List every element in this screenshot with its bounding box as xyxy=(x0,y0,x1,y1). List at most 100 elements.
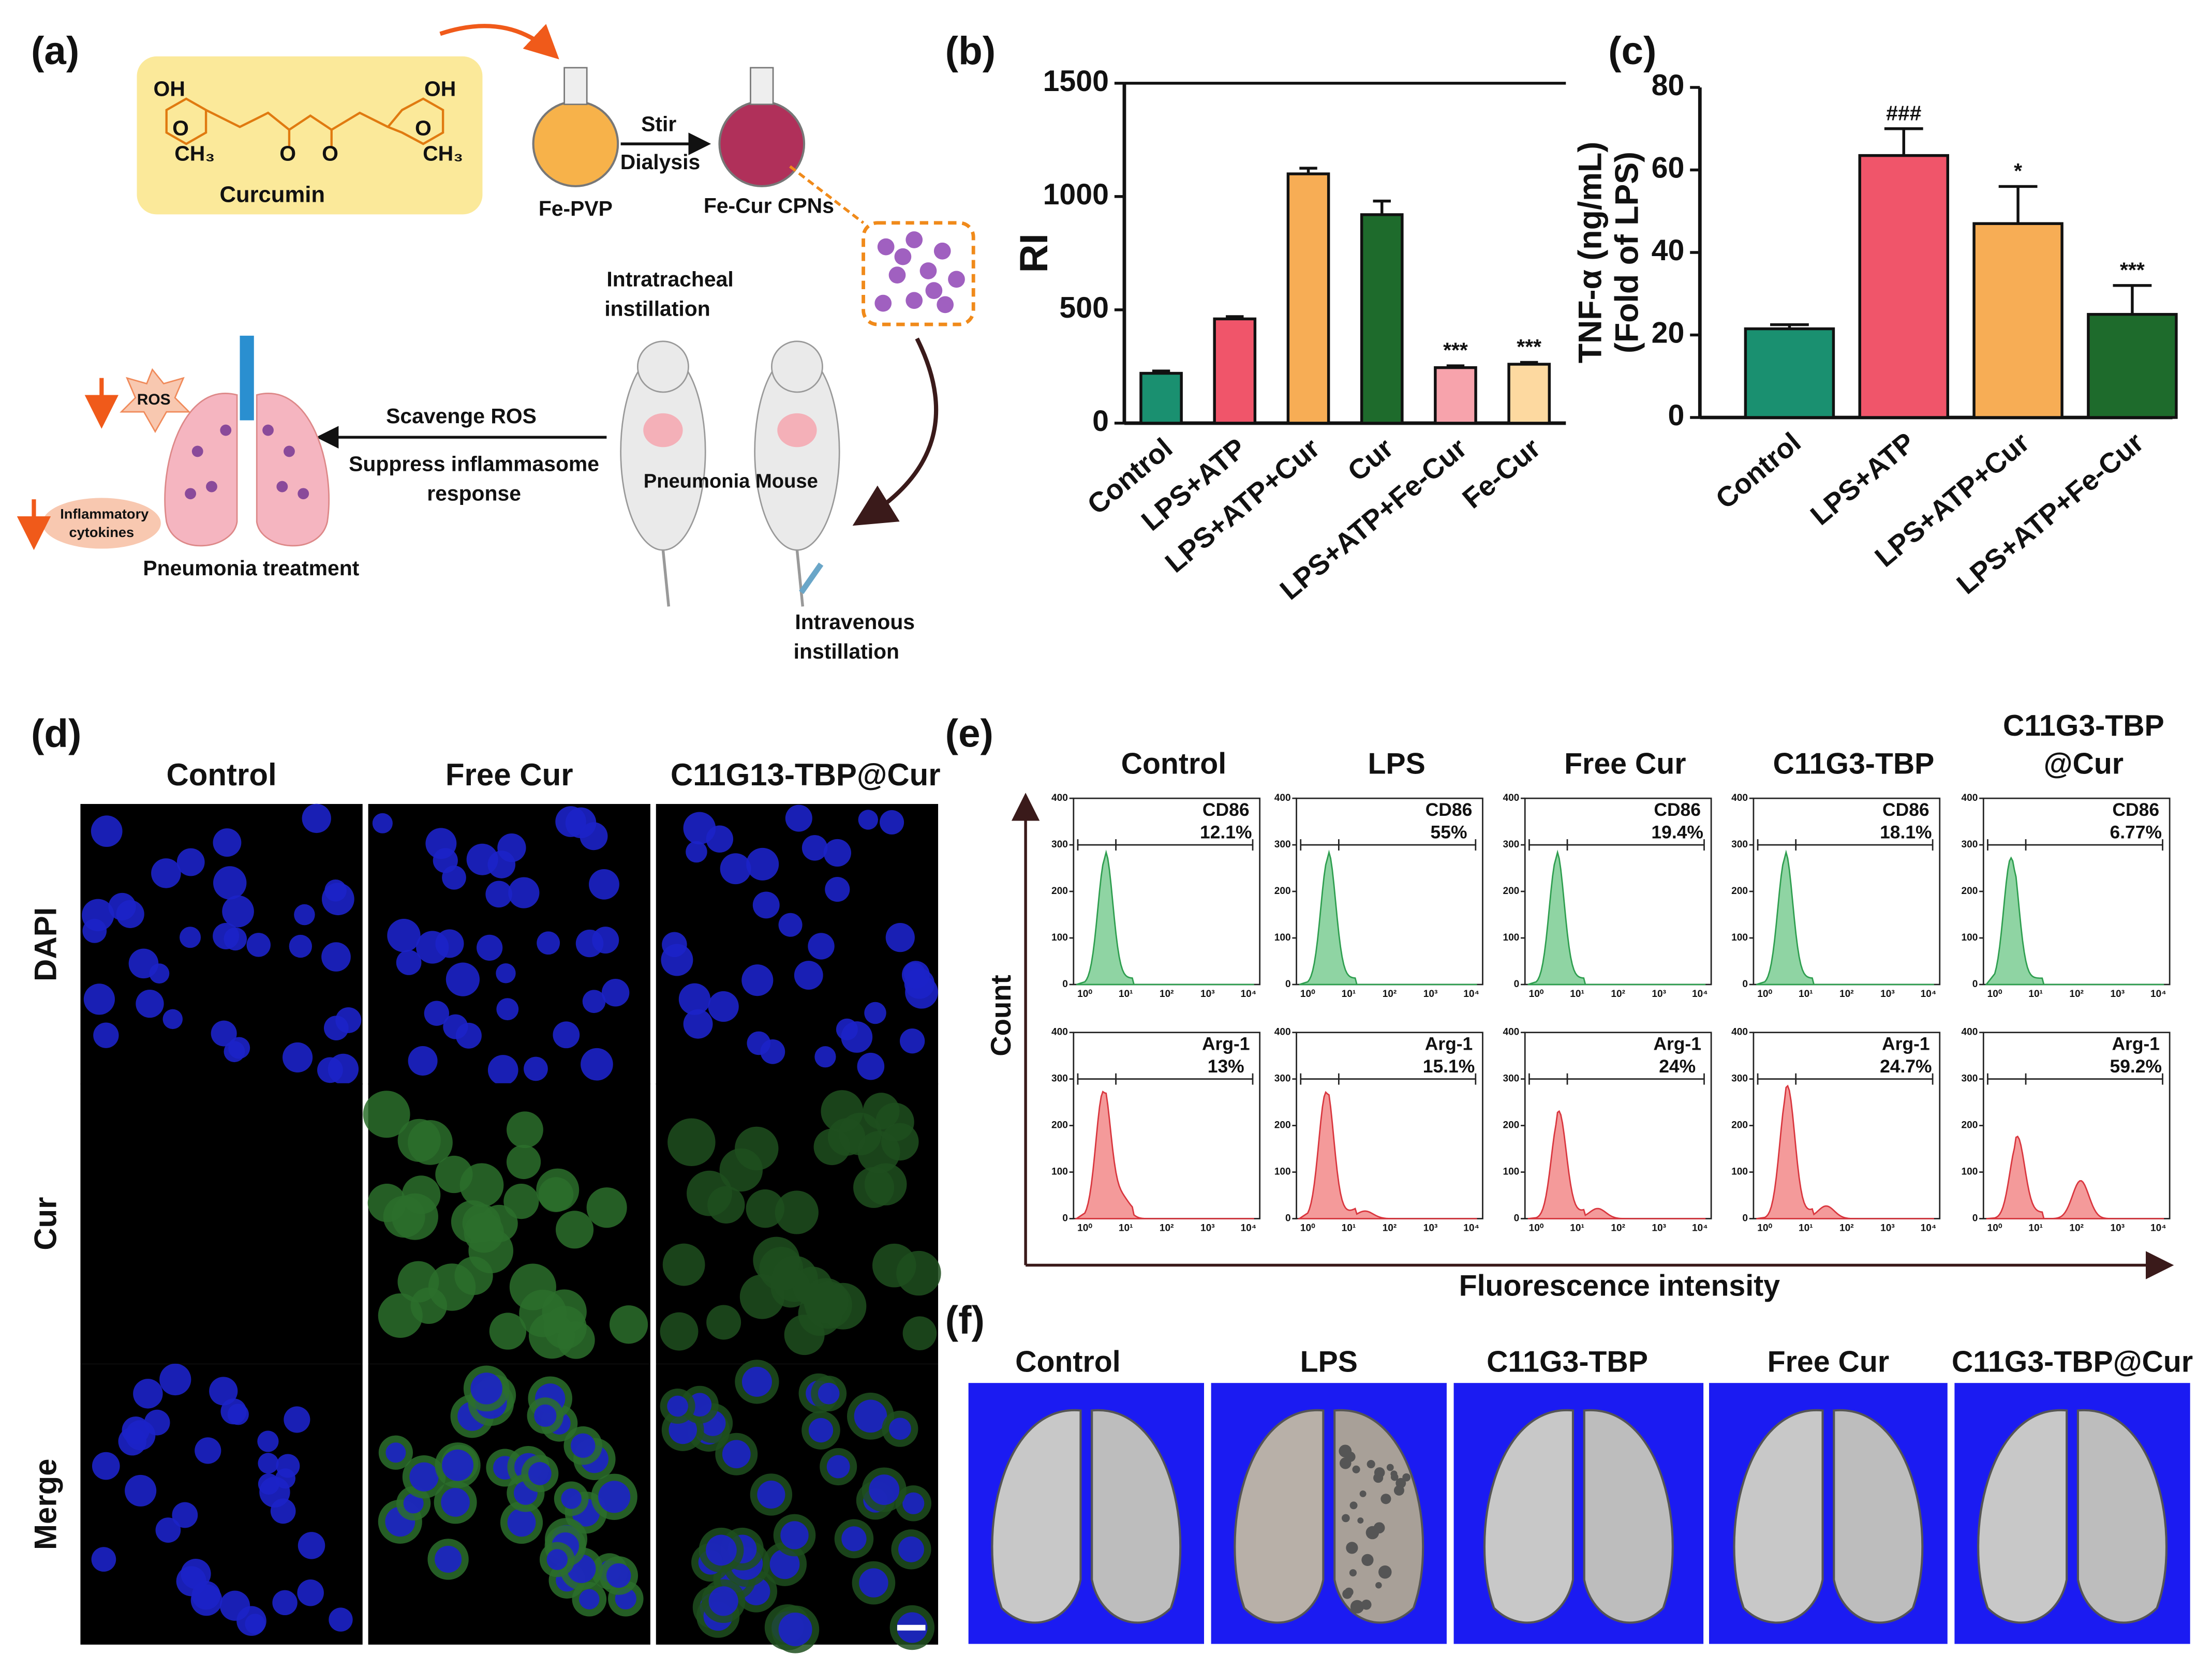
y-tick-label: 0 xyxy=(1972,1213,1978,1224)
y-tick-label: 400 xyxy=(1731,1027,1748,1038)
nucleus xyxy=(195,1437,221,1464)
error-bar xyxy=(1373,199,1391,215)
lung-dot xyxy=(262,424,274,436)
nanoparticle xyxy=(905,231,923,248)
nucleus xyxy=(289,934,312,958)
nucleus xyxy=(83,983,115,1015)
nucleus xyxy=(746,847,779,881)
y-tick-label: 100 xyxy=(1731,932,1748,943)
nucleus xyxy=(880,810,904,834)
x-tick-label: 10¹ xyxy=(1799,989,1813,1000)
arrow xyxy=(852,337,939,526)
nucleus xyxy=(686,841,707,863)
nucleus xyxy=(579,1589,600,1609)
bar xyxy=(1507,363,1551,425)
y-tick-label: 100 xyxy=(1503,932,1519,943)
y-tick-label: 0 xyxy=(1742,979,1748,990)
nucleus xyxy=(857,1052,885,1080)
row-label: DAPI xyxy=(28,907,63,981)
nucleus xyxy=(372,813,393,833)
nucleus xyxy=(858,810,878,830)
nanoparticle xyxy=(948,271,965,288)
column-label: Free Cur xyxy=(446,757,573,792)
histogram xyxy=(1986,1135,2164,1219)
nucleus xyxy=(91,815,123,847)
nucleus xyxy=(283,1042,313,1072)
nucleus xyxy=(323,1016,349,1040)
lesion xyxy=(1386,1464,1394,1471)
marker-label: CD86 xyxy=(1654,799,1701,820)
x-tick-label: 10² xyxy=(1160,989,1174,1000)
nucleus xyxy=(752,891,780,919)
lesion xyxy=(1346,1542,1358,1554)
bar xyxy=(1139,371,1183,425)
x-tick-label: 10³ xyxy=(1652,989,1666,1000)
lesion xyxy=(1380,1494,1391,1504)
x-tick-label: 10⁴ xyxy=(1463,989,1479,1000)
column-label: LPS xyxy=(1300,1346,1358,1379)
y-tick-label: 0 xyxy=(1742,1213,1748,1224)
nucleus xyxy=(741,964,774,996)
panel-label: (f) xyxy=(945,1298,985,1342)
lesion xyxy=(1402,1473,1411,1482)
arrow xyxy=(439,24,559,59)
bar xyxy=(1360,213,1404,425)
error-bar xyxy=(1770,323,1809,329)
y-tick-label: 20 xyxy=(1652,317,1685,350)
cytoplasm xyxy=(435,1155,473,1194)
y-tick-label: 400 xyxy=(1731,793,1748,803)
y-tick-label: 200 xyxy=(1051,886,1068,897)
x-tick-label: LPS+ATP xyxy=(1804,426,1921,531)
x-tick-label: 10⁰ xyxy=(1077,989,1092,1000)
scheme-label: Suppress inflammasome xyxy=(349,452,599,475)
bar xyxy=(1744,327,1835,419)
nucleus xyxy=(136,989,164,1018)
y-tick-label: 100 xyxy=(1962,1167,1978,1177)
y-tick-label: 400 xyxy=(1274,793,1291,803)
nucleus xyxy=(606,1563,631,1588)
nucleus xyxy=(329,1607,353,1632)
nucleus xyxy=(598,1481,631,1513)
x-tick-label: 10⁴ xyxy=(1921,989,1937,1000)
nucleus xyxy=(213,828,242,857)
nucleus xyxy=(257,1430,279,1452)
scheme-label: Pneumonia treatment xyxy=(143,556,359,580)
y-tick-label: 0 xyxy=(1062,1213,1068,1224)
nucleus xyxy=(92,1452,120,1480)
nucleus xyxy=(155,1517,181,1543)
cytoplasm xyxy=(746,1189,784,1228)
cytoplasm xyxy=(719,1148,763,1192)
y-tick-label: 400 xyxy=(1962,1027,1978,1038)
bar xyxy=(1434,366,1477,425)
x-tick-label: 10⁰ xyxy=(1757,989,1772,1000)
lung-lobe xyxy=(2076,1409,2168,1624)
nucleus xyxy=(801,835,828,861)
cytoplasm xyxy=(503,1183,539,1219)
nucleus xyxy=(328,1053,359,1085)
chem-group: O xyxy=(322,142,338,166)
nucleus xyxy=(224,927,247,951)
cytoplasm xyxy=(805,1281,852,1329)
lung-dot xyxy=(276,481,288,493)
y-tick-label: 40 xyxy=(1652,234,1685,267)
bar xyxy=(1858,154,1949,419)
x-tick-label: 10² xyxy=(1383,1223,1397,1234)
axis-label: Count xyxy=(985,975,1017,1056)
lung-lobe xyxy=(1977,1409,2068,1624)
gate xyxy=(1300,839,1477,851)
cytoplasm xyxy=(586,1187,627,1228)
y-tick-label: 100 xyxy=(1051,932,1068,943)
nucleus xyxy=(808,1418,834,1443)
nucleus xyxy=(258,1473,279,1495)
nucleus xyxy=(409,1462,439,1492)
cytoplasm xyxy=(506,1144,541,1180)
cytoplasm xyxy=(775,1190,819,1234)
panel-label: (e) xyxy=(945,711,993,755)
nucleus xyxy=(496,963,516,983)
x-tick-label: 10⁰ xyxy=(1300,989,1315,1000)
x-tick-label: 10¹ xyxy=(1342,989,1356,1000)
nucleus xyxy=(757,1480,785,1509)
nucleus xyxy=(180,927,201,948)
flask-neck xyxy=(563,67,588,106)
y-tick-label: 200 xyxy=(1962,886,1978,897)
